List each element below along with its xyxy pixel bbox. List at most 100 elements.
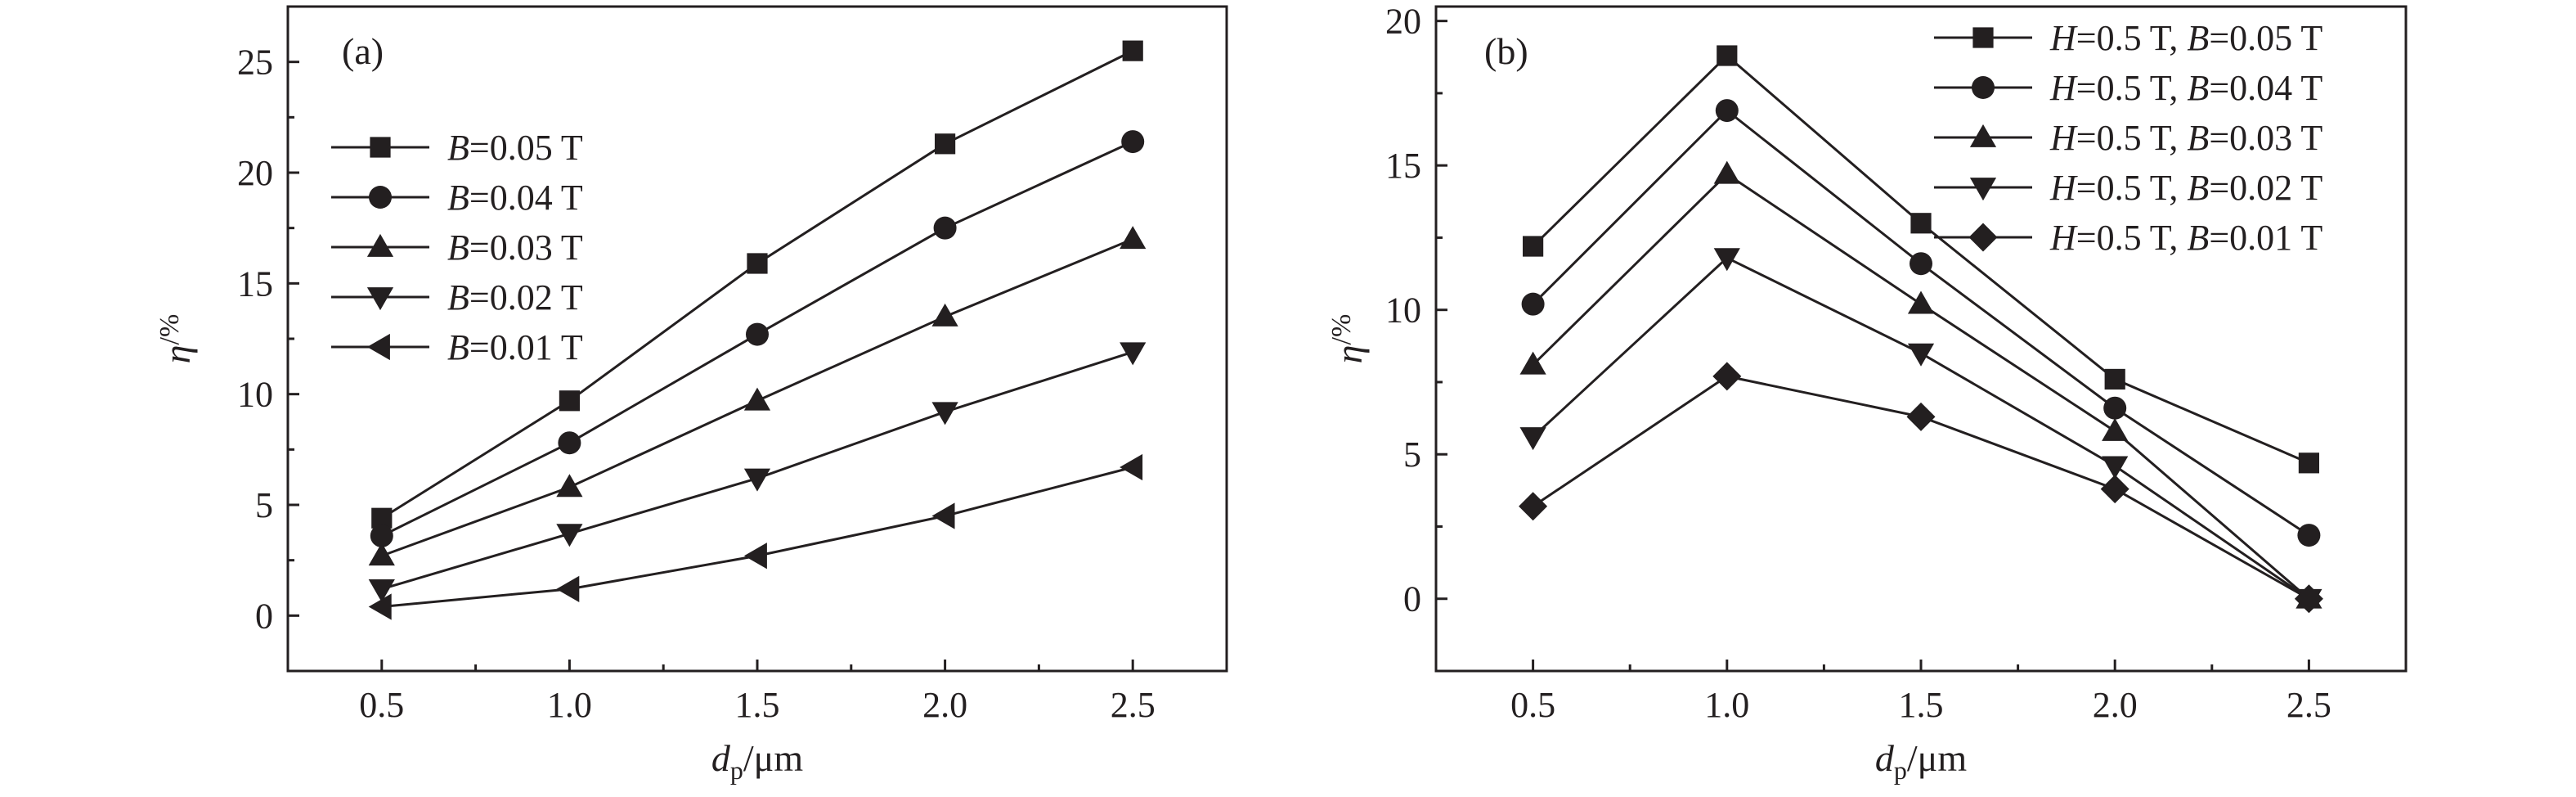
data-point: [1120, 226, 1147, 250]
legend-entry: B=0.01 T: [331, 327, 583, 367]
data-point: [1910, 252, 1932, 276]
data-point: [556, 524, 583, 547]
data-point: [1122, 40, 1143, 61]
data-point: [1521, 292, 1545, 316]
x-tick-label: 2.5: [2287, 685, 2331, 725]
panel-label: (a): [342, 30, 384, 72]
y-tick-label: 10: [237, 375, 273, 415]
data-point: [368, 579, 395, 602]
data-point: [556, 575, 580, 602]
legend-marker: [366, 233, 394, 257]
legend-entry: H=0.5 T, B=0.04 T: [1934, 68, 2322, 108]
legend-entry: H=0.5 T, B=0.01 T: [1934, 218, 2322, 258]
legend-label: H=0.5 T, B=0.01 T: [2049, 218, 2322, 258]
data-point: [368, 543, 395, 566]
series-5: [1519, 362, 2323, 614]
x-tick-label: 1.5: [735, 685, 780, 725]
data-point: [1717, 45, 1738, 66]
data-point: [743, 468, 771, 492]
data-point: [743, 387, 771, 411]
data-point: [1120, 453, 1143, 481]
panel-a: 0.5 1.0 1.5 2.0 2.5 0 5 10 15 20 25 dp/μm η/% (a) B=0.…: [155, 5, 1228, 785]
y-tick-label: 5: [1403, 435, 1421, 475]
data-point: [2102, 417, 2129, 441]
panel-b: 0.5 1.0 1.5 2.0 2.5 0 5 10 15 20 dp/μm η/% (b) H=0.5 …: [1326, 2, 2408, 785]
legend-marker: [366, 333, 390, 361]
legend-label: B=0.04 T: [447, 178, 583, 218]
x-tick-label: 1.0: [547, 685, 592, 725]
data-point: [559, 390, 580, 412]
data-point: [1120, 342, 1147, 366]
y-tick-label: 0: [255, 596, 273, 636]
legend-label: B=0.03 T: [447, 227, 583, 268]
x-axis-title: dp/μm: [711, 737, 803, 785]
data-point: [2100, 475, 2129, 504]
data-point: [1121, 130, 1145, 154]
x-tick-label: 2.5: [1111, 685, 1156, 725]
legend-entry: B=0.02 T: [331, 277, 583, 317]
legend-entry: B=0.03 T: [331, 227, 583, 268]
data-point: [1523, 236, 1544, 257]
series-3: [368, 226, 1147, 566]
y-tick-label: 15: [1385, 146, 1421, 186]
legend-entry: H=0.5 T, B=0.02 T: [1934, 168, 2322, 208]
x-tick-label: 1.0: [1704, 685, 1749, 725]
data-point: [556, 474, 583, 498]
series-5: [368, 453, 1143, 620]
x-tick-label: 1.5: [1899, 685, 1944, 725]
data-point: [1519, 492, 1548, 521]
y-tick-label: 20: [1385, 2, 1421, 42]
y-tick-label: 25: [237, 43, 273, 83]
legend-marker: [1972, 27, 1994, 48]
y-tick-label: 15: [237, 263, 273, 304]
data-point: [1519, 351, 1546, 375]
data-point: [1519, 427, 1546, 451]
y-tick-label: 10: [1385, 290, 1421, 331]
data-point: [1907, 290, 1935, 314]
data-point: [743, 543, 767, 570]
legend-marker: [1969, 178, 1997, 201]
data-point: [1907, 343, 1935, 367]
legend-marker: [369, 186, 392, 209]
data-point: [2104, 368, 2125, 390]
legend-label: H=0.5 T, B=0.03 T: [2049, 118, 2322, 158]
legend-marker: [1972, 76, 1995, 99]
data-point: [558, 431, 581, 455]
legend-marker: [1969, 124, 1997, 147]
series-2: [1521, 99, 2321, 547]
y-tick-label: 5: [255, 485, 273, 525]
data-point: [1910, 213, 1932, 234]
data-point: [1715, 99, 1739, 123]
legend-marker: [370, 137, 391, 158]
y-tick-label: 0: [1403, 579, 1421, 619]
series-1: [1523, 45, 2319, 474]
legend-label: B=0.05 T: [447, 128, 583, 168]
x-tick-label: 0.5: [1510, 685, 1555, 725]
data-point: [1713, 248, 1740, 272]
data-point: [2102, 456, 2129, 480]
data-point: [931, 502, 955, 529]
x-tick-label: 2.0: [922, 685, 967, 725]
data-point: [2297, 524, 2321, 547]
x-tick-label: 0.5: [359, 685, 404, 725]
data-point: [935, 133, 956, 155]
data-point: [1712, 362, 1742, 391]
data-point: [2103, 396, 2127, 420]
data-point: [933, 216, 957, 240]
data-point: [1906, 402, 1936, 431]
legend-marker: [1968, 223, 1998, 252]
data-point: [1713, 160, 1740, 184]
y-axis-title: η/%: [1326, 314, 1370, 364]
data-point: [747, 253, 768, 274]
data-point: [368, 593, 392, 620]
series-1: [371, 40, 1143, 529]
data-point: [370, 524, 393, 547]
data-point: [931, 402, 958, 426]
data-point: [931, 303, 958, 326]
legend-entry: H=0.5 T, B=0.03 T: [1934, 118, 2322, 158]
legend-label: H=0.5 T, B=0.04 T: [2049, 68, 2322, 108]
data-point: [2294, 584, 2323, 614]
x-axis-title: dp/μm: [1875, 737, 1967, 785]
data-point: [2298, 453, 2319, 474]
